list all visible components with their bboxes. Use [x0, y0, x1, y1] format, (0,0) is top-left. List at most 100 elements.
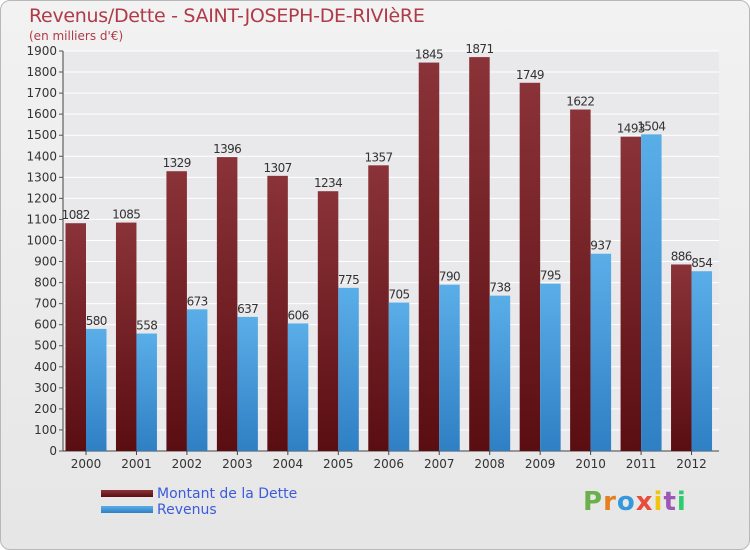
y-tick-label: 1800: [26, 65, 57, 79]
bar-revenus: [136, 333, 157, 451]
y-tick-label: 400: [34, 360, 57, 374]
y-tick-label: 1400: [26, 149, 57, 163]
legend-swatch-revenus: [101, 506, 153, 513]
data-label-revenus: 580: [86, 314, 107, 328]
y-tick-label: 1000: [26, 233, 57, 247]
logo-letter: x: [635, 487, 654, 517]
data-label-revenus: 854: [691, 256, 712, 270]
legend-label-revenus: Revenus: [157, 502, 217, 518]
y-tick-label: 900: [34, 255, 57, 269]
bar-dette: [166, 171, 187, 452]
data-label-dette: 886: [671, 249, 692, 263]
data-label-dette: 1396: [213, 142, 241, 156]
x-tick-label: 2001: [121, 457, 152, 471]
bar-revenus: [287, 323, 309, 451]
data-label-dette: 1749: [516, 68, 544, 82]
y-tick-label: 1500: [26, 128, 57, 142]
chart-title: Revenus/Dette - SAINT-JOSEPH-DE-RIVIèRE: [29, 5, 425, 27]
x-tick-label: 2005: [323, 457, 354, 471]
x-tick-label: 2008: [474, 457, 505, 471]
data-label-revenus: 606: [288, 308, 309, 322]
logo-letter: P: [583, 487, 604, 517]
x-tick-label: 2007: [424, 457, 455, 471]
bar-revenus: [86, 328, 107, 451]
x-tick-label: 2010: [575, 457, 606, 471]
data-label-revenus: 775: [338, 273, 359, 287]
bar-dette: [469, 57, 490, 452]
bar-revenus: [439, 284, 460, 451]
data-label-dette: 1871: [465, 42, 493, 56]
bar-dette: [317, 191, 339, 452]
x-tick-label: 2009: [525, 457, 556, 471]
y-tick-label: 200: [34, 402, 57, 416]
y-tick-label: 0: [49, 444, 57, 458]
y-tick-label: 1300: [26, 170, 57, 184]
y-tick-label: 1200: [26, 191, 57, 205]
y-tick-label: 300: [34, 381, 57, 395]
data-label-revenus: 795: [540, 269, 561, 283]
y-tick-label: 100: [34, 423, 57, 437]
y-tick-label: 800: [34, 276, 57, 290]
data-label-revenus: 738: [489, 281, 510, 295]
bar-revenus: [540, 283, 561, 451]
y-tick-label: 700: [34, 297, 57, 311]
bar-dette: [671, 264, 692, 451]
bar-revenus: [489, 295, 511, 451]
logo-letter: i: [653, 487, 664, 517]
logo-letter: t: [663, 487, 677, 517]
data-label-revenus: 937: [590, 239, 611, 253]
logo-letter: r: [603, 487, 617, 517]
x-tick-label: 2012: [676, 457, 707, 471]
bar-revenus: [186, 309, 208, 451]
legend-label-dette: Montant de la Dette: [157, 486, 298, 502]
data-label-dette: 1234: [314, 176, 342, 190]
bar-dette: [115, 222, 137, 451]
bar-revenus: [590, 253, 612, 451]
legend-swatch-dette: [101, 490, 153, 497]
data-label-dette: 1329: [163, 156, 191, 170]
data-label-revenus: 673: [187, 294, 208, 308]
x-tick-label: 2004: [273, 457, 304, 471]
bar-dette: [368, 165, 389, 451]
y-tick-label: 500: [34, 339, 57, 353]
chart-subtitle: (en milliers d'€): [29, 29, 124, 43]
data-label-revenus: 1504: [637, 119, 665, 133]
logo-letter: o: [616, 487, 636, 517]
bar-dette: [620, 136, 642, 451]
proxiti-logo: Proxiti: [583, 487, 687, 517]
data-label-dette: 1082: [62, 208, 90, 222]
bar-dette: [519, 82, 541, 451]
data-label-revenus: 558: [136, 319, 157, 333]
data-label-dette: 1085: [112, 208, 140, 222]
y-tick-label: 1700: [26, 86, 57, 100]
y-tick-label: 1100: [26, 212, 57, 226]
bar-dette: [65, 223, 86, 451]
bar-dette: [216, 157, 238, 451]
bar-dette: [267, 175, 288, 451]
x-tick-label: 2000: [71, 457, 102, 471]
data-label-revenus: 637: [237, 302, 258, 316]
data-label-dette: 1307: [264, 161, 292, 175]
data-label-dette: 1845: [415, 48, 443, 62]
bar-revenus: [237, 316, 258, 451]
y-tick-label: 600: [34, 318, 57, 332]
y-tick-label: 1600: [26, 107, 57, 121]
data-label-dette: 1493: [617, 122, 645, 136]
y-tick-label: 1900: [26, 44, 57, 58]
logo-letter: i: [676, 487, 687, 517]
bar-dette: [570, 109, 591, 452]
x-tick-label: 2011: [626, 457, 657, 471]
x-tick-label: 2003: [222, 457, 253, 471]
bar-dette: [418, 62, 440, 451]
data-label-dette: 1357: [364, 150, 392, 164]
bar-revenus: [388, 302, 410, 451]
data-label-revenus: 790: [439, 270, 460, 284]
bar-revenus: [691, 271, 713, 451]
bar-revenus: [641, 134, 662, 452]
x-tick-label: 2002: [172, 457, 203, 471]
data-label-revenus: 705: [388, 288, 409, 302]
x-tick-label: 2006: [373, 457, 404, 471]
data-label-dette: 1622: [566, 95, 594, 109]
